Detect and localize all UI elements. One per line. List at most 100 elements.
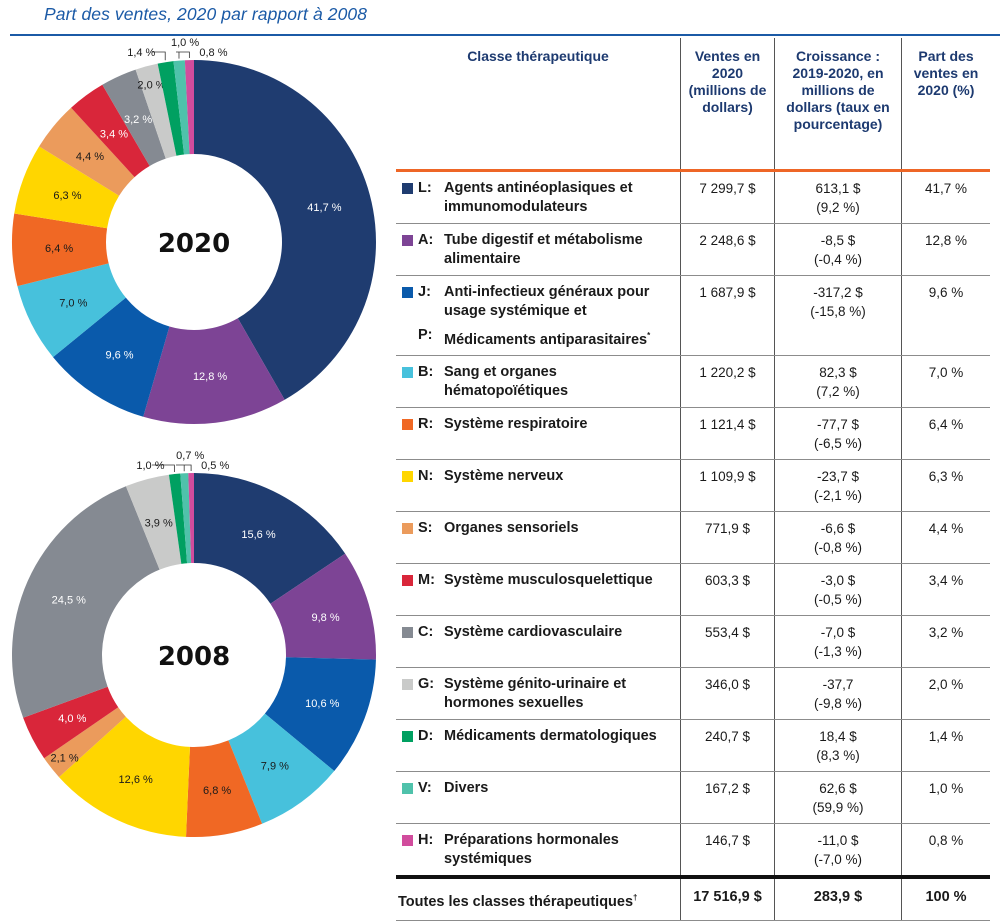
class-code: N: [418, 468, 434, 485]
sales-cell: 1 109,9 $ [680, 459, 775, 513]
sales-cell: 346,0 $ [680, 667, 775, 721]
slice-2020-M [71, 84, 150, 178]
table-row: S: Organes sensoriels 771,9 $ -6,6 $ (-0,… [396, 511, 990, 565]
slice-label-2008-N: 12,6 % [119, 774, 153, 786]
color-swatch-icon [402, 182, 413, 194]
sales-cell: 603,3 $ [680, 563, 775, 617]
class-cell: N: Système nerveux [396, 459, 681, 513]
slice-label-2020-G: 2,0 % [137, 80, 165, 92]
slice-label-2020-J: 9,6 % [105, 350, 133, 362]
growth-value: -317,2 $ [813, 284, 863, 300]
class-code: D: [418, 728, 434, 745]
slice-2020-H [184, 60, 194, 155]
sales-cell: 7 299,7 $ [680, 170, 775, 224]
total-growth: 283,9 $ [774, 875, 902, 921]
sales-table: Classe thérapeutique Ventes en 2020 (mil… [396, 38, 990, 921]
class-code: A: [418, 231, 434, 248]
slice-2008-L [194, 473, 346, 604]
class-code: J: [418, 283, 431, 300]
growth-percent: (-0,4 %) [813, 251, 862, 267]
slice-2020-A [143, 318, 285, 424]
growth-cell: -11,0 $ (-7,0 %) [774, 823, 902, 878]
table-total-row: Toutes les classes thérapeutiques† 17 51… [396, 875, 990, 921]
growth-value: -77,7 $ [816, 417, 860, 433]
share-cell: 7,0 % [901, 355, 990, 409]
growth-percent: (-0,5 %) [813, 592, 862, 608]
slice-label-2020-D: 1,4 % [127, 47, 155, 59]
class-cell: R: Système respiratoire [396, 407, 681, 461]
growth-value: -7,0 $ [820, 625, 856, 641]
slice-2020-L [194, 60, 376, 400]
table-row: J: Anti-infectieux généraux pour usage s… [396, 275, 990, 357]
slice-2020-J [53, 297, 170, 417]
slice-label-2020-L: 41,7 % [307, 202, 341, 214]
class-code: P: [418, 326, 433, 343]
slice-label-2020-C: 3,2 % [124, 114, 152, 126]
class-cell: G: Système génito-urinaire et hormones s… [396, 667, 681, 721]
slice-2008-M [23, 686, 119, 759]
class-cell: V: Divers [396, 771, 681, 825]
footnote-mark: † [633, 893, 638, 903]
slice-2008-S [44, 707, 126, 778]
slice-label-2020-V: 1,0 % [171, 37, 199, 49]
growth-value: 18,4 $ [819, 729, 857, 745]
slice-label-2008-H: 0,5 % [201, 460, 229, 472]
table-row: R: Système respiratoire 1 121,4 $ -77,7 … [396, 407, 990, 461]
share-cell: 4,4 % [901, 511, 990, 565]
share-cell: 6,3 % [901, 459, 990, 513]
title-rule [10, 34, 1000, 36]
class-name: Agents antinéoplasiques et immunomodulat… [444, 179, 633, 215]
slice-label-2020-N: 6,3 % [53, 190, 81, 202]
slice-label-2008-S: 2,1 % [51, 752, 79, 764]
leader-line-2020-D [152, 51, 166, 61]
sales-cell: 1 687,9 $ [680, 275, 775, 357]
growth-percent: (-9,8 %) [813, 696, 862, 712]
share-cell: 1,0 % [901, 771, 990, 825]
slice-2020-V [173, 60, 190, 155]
share-cell: 6,4 % [901, 407, 990, 461]
slice-2008-N [59, 716, 190, 837]
donut-2008: 15,6 % 9,8 % 10,6 % 7,9 % 6,8 % 12,6 % 2,1 % 4,… [12, 450, 376, 837]
growth-value: 613,1 $ [815, 180, 861, 196]
growth-percent: (-0,8 %) [813, 540, 862, 556]
slice-label-2008-B: 7,9 % [261, 761, 289, 773]
slice-2008-C [12, 486, 160, 718]
class-cell: D: Médicaments dermatologiques [396, 719, 681, 773]
class-name: Système génito-urinaire et hormones sexu… [444, 676, 627, 712]
growth-cell: 613,1 $ (9,2 %) [774, 170, 902, 224]
slice-label-2008-V: 0,7 % [176, 450, 204, 462]
class-name: Préparations hormonales systémiques [444, 832, 619, 868]
table-row: D: Médicaments dermatologiques 240,7 $ 1… [396, 719, 990, 773]
share-cell: 41,7 % [901, 170, 990, 224]
class-name: Système nerveux [444, 468, 564, 485]
slice-label-2008-L: 15,6 % [241, 529, 275, 541]
slice-2020-N [14, 146, 120, 229]
class-name: Organes sensoriels [444, 520, 579, 537]
growth-cell: 62,6 $ (59,9 %) [774, 771, 902, 825]
share-cell: 9,6 % [901, 275, 990, 357]
class-name: Système cardiovasculaire [444, 624, 623, 641]
slice-label-2008-D: 1,0 % [136, 460, 164, 472]
color-swatch-icon [402, 367, 413, 379]
growth-percent: (-1,3 %) [813, 644, 862, 660]
slice-label-2020-R: 6,4 % [45, 243, 73, 255]
class-code: R: [418, 416, 434, 433]
growth-cell: -8,5 $ (-0,4 %) [774, 223, 902, 276]
color-swatch-icon [402, 627, 413, 639]
color-swatch-icon [402, 731, 413, 743]
growth-value: 62,6 $ [819, 781, 857, 797]
class-code: M: [418, 572, 435, 589]
class-name: Sang et organes hématopoïétiques [444, 364, 569, 400]
class-cell: H: Préparations hormonales systémiques [396, 823, 681, 878]
class-name: Anti-infectieux généraux pour usage syst… [444, 283, 650, 319]
leader-line-2008-H [176, 464, 192, 472]
slice-label-2008-R: 6,8 % [203, 785, 231, 797]
class-code: H: [418, 832, 434, 849]
footnote-mark: * [647, 330, 651, 340]
table-row: M: Système musculosquelettique 603,3 $ -… [396, 563, 990, 617]
slice-2008-R [185, 740, 263, 837]
total-share: 100 % [901, 875, 990, 921]
growth-percent: (8,3 %) [816, 748, 860, 764]
slice-2020-R [12, 213, 109, 287]
total-label: Toutes les classes thérapeutiques† [396, 875, 681, 921]
